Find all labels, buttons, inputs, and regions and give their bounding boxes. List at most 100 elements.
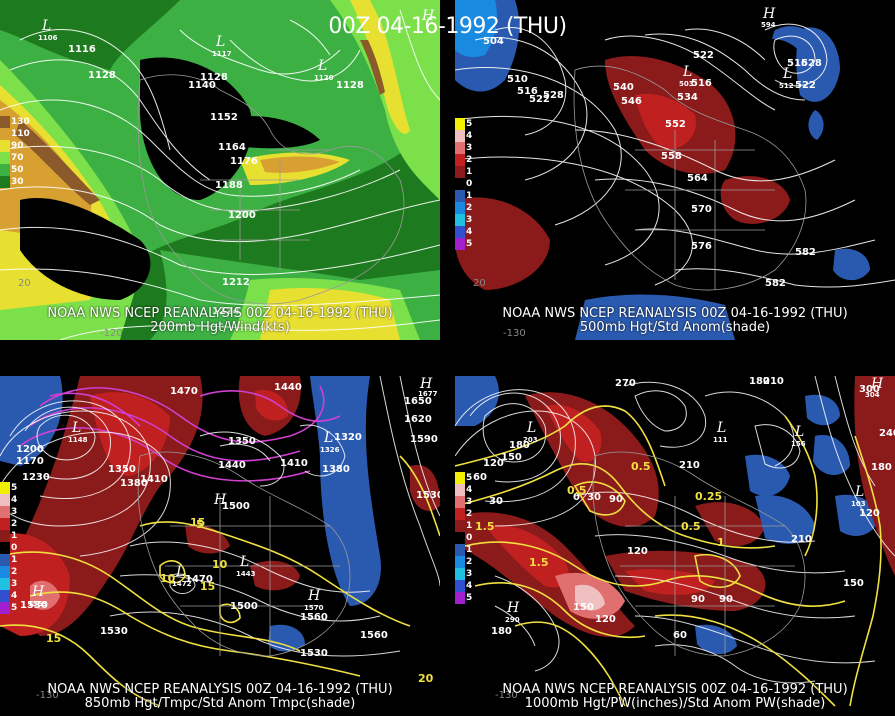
legend-label: 1 — [466, 545, 473, 555]
panel-500mb-anomaly: 504 510 516 522 528 522 540 546 534 516 … — [455, 0, 895, 340]
temperature-label: 15 — [190, 516, 205, 529]
low-center-value: 1472 — [172, 580, 192, 588]
anomaly-shading — [455, 0, 870, 340]
contour-label: 516 — [517, 86, 538, 97]
legend-entry: 110 — [0, 128, 30, 140]
low-center-value: 111 — [713, 436, 728, 444]
contour-label: 576 — [691, 241, 712, 252]
contour-label: 1470 — [185, 574, 213, 585]
legend-entry: 3 — [455, 568, 472, 580]
legend-entry: 0 — [455, 532, 472, 544]
legend-entry: 4 — [455, 226, 472, 238]
contour-label: 564 — [687, 173, 708, 184]
contour-label: 1128 — [336, 80, 364, 91]
legend-entry: 1 — [455, 190, 472, 202]
contour-label: 1560 — [360, 630, 388, 641]
contour-label: 534 — [677, 92, 698, 103]
contour-label: 120 — [595, 614, 616, 625]
low-center-value: 1120 — [314, 74, 334, 82]
panel-500mb-map: 504 510 516 522 528 522 540 546 534 516 … — [455, 0, 895, 340]
legend-swatch — [455, 544, 465, 556]
height-contours — [0, 9, 440, 340]
legend-entry: 1 — [455, 520, 472, 532]
legend-swatch — [0, 518, 10, 530]
longitude-label: -120 — [100, 328, 123, 339]
legend-swatch — [455, 580, 465, 592]
contour-label: 1380 — [322, 464, 350, 475]
legend-label: 2 — [466, 557, 473, 567]
legend-swatch — [0, 176, 10, 188]
panel-1000mb-precip-water: 270 180 210 300 180 150 120 60 30 210 90… — [455, 376, 895, 716]
legend-entry: 4 — [0, 590, 17, 602]
longitude-label: -130 — [495, 690, 518, 701]
legend-entry: 0 — [455, 178, 472, 190]
contour-labels: 504 510 516 522 528 522 540 546 534 516 … — [483, 36, 822, 289]
contour-label: 516 — [787, 58, 808, 69]
legend-swatch — [455, 472, 465, 484]
legend-label: 5 — [466, 593, 473, 603]
high-center-marker: H — [506, 600, 520, 616]
contour-label: 1590 — [410, 434, 438, 445]
legend-swatch — [0, 602, 10, 614]
legend-label: 5 — [466, 239, 473, 249]
legend-label: 5 — [11, 483, 18, 493]
contour-label: 180 — [871, 462, 892, 473]
contour-label: 570 — [691, 204, 712, 215]
contour-label: 540 — [613, 82, 634, 93]
panel-caption-field: 200mb Hgt/Wind(kts) — [150, 320, 290, 335]
contour-label: 504 — [483, 36, 504, 47]
legend-swatch — [455, 532, 465, 544]
contour-label: 1440 — [274, 382, 302, 393]
contour-label: 1230 — [22, 472, 50, 483]
legend-swatch — [0, 566, 10, 578]
contour-label: 120 — [627, 546, 648, 557]
legend-swatch — [455, 142, 465, 154]
contour-labels: 1116 1128 1140 1128 1152 1164 1176 1188 … — [68, 44, 364, 317]
high-center-marker: H — [762, 6, 776, 22]
legend-label: 50 — [11, 165, 24, 175]
contour-label: 30 — [587, 492, 601, 503]
legend-entry: 30 — [0, 176, 30, 188]
contour-label: 582 — [765, 278, 786, 289]
high-center-value: 1559 — [28, 600, 48, 608]
legend-label: 2 — [11, 567, 18, 577]
legend-entry: 50 — [0, 164, 30, 176]
longitude-label: 20 — [18, 278, 31, 289]
low-center-value: 1106 — [38, 34, 58, 42]
pw-label: 1 — [717, 536, 725, 549]
contour-label: 1320 — [334, 432, 362, 443]
legend-entry: 5 — [455, 118, 472, 130]
contour-label: 120 — [483, 458, 504, 469]
low-center-value: 1148 — [68, 436, 88, 444]
contour-label: 528 — [543, 90, 564, 101]
legend-label: 70 — [11, 153, 24, 163]
legend-swatch — [0, 578, 10, 590]
contour-label: 60 — [673, 630, 687, 641]
contour-label: 180 — [491, 626, 512, 637]
pressure-centers: L 1106 L 1117 L 1120 H — [38, 8, 435, 82]
legend-entry: 3 — [0, 506, 17, 518]
legend-swatch — [0, 140, 10, 152]
legend-swatch — [0, 482, 10, 494]
legend-entry: 2 — [0, 566, 17, 578]
low-center-marker: L — [41, 18, 51, 34]
temperature-label: 10 — [160, 572, 176, 585]
contour-label: 1116 — [68, 44, 96, 55]
low-center-marker: L — [175, 564, 185, 580]
contour-label: 150 — [573, 602, 594, 613]
legend-swatch — [0, 542, 10, 554]
legend-swatch — [455, 178, 465, 190]
low-center-marker: L — [317, 58, 327, 74]
legend-label: 130 — [11, 117, 30, 127]
contour-label: 1530 — [300, 648, 328, 659]
contour-label: 1410 — [140, 474, 168, 485]
legend-swatch — [455, 496, 465, 508]
high-center-marker: H — [421, 8, 435, 24]
legend-label: 4 — [466, 131, 473, 141]
high-center-value: 1677 — [418, 390, 438, 398]
contour-label: 1200 — [16, 444, 44, 455]
legend-swatch — [455, 190, 465, 202]
legend-entry: 5 — [455, 592, 472, 604]
height-contours — [0, 376, 440, 657]
legend-label: 1 — [11, 555, 18, 565]
